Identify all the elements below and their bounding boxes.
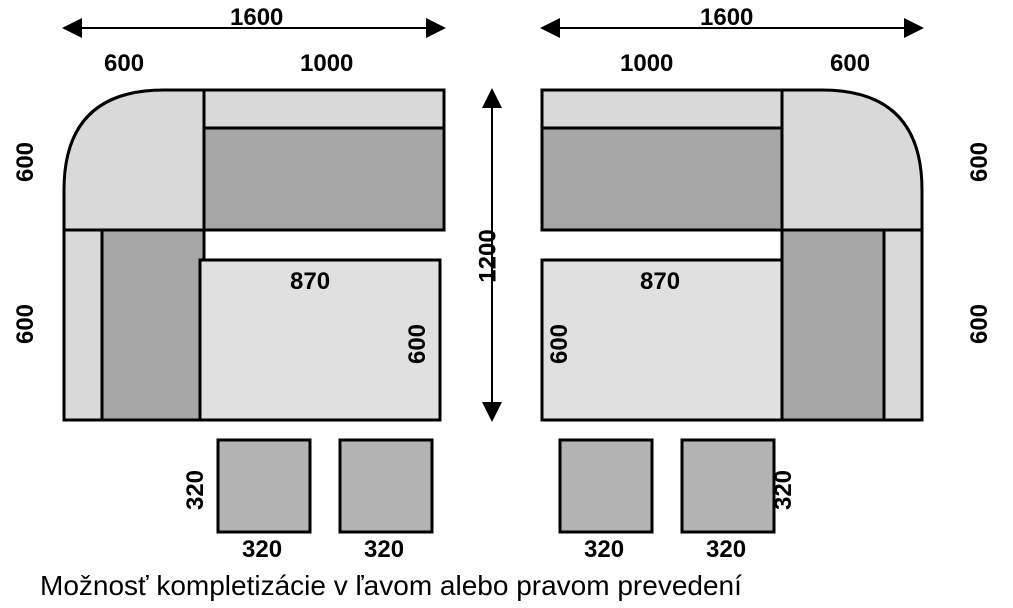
dim-right-table-600: 600 [546,324,574,364]
right-stool-1 [560,440,652,532]
dim-right-1000: 1000 [620,50,673,78]
dim-center-1200: 1200 [475,229,503,282]
dim-left-table-600: 600 [404,324,432,364]
dim-right-table-870: 870 [640,268,680,296]
right-stool-2 [682,440,774,532]
dim-left-600-upper: 600 [12,142,40,182]
dim-left-600-lower: 600 [12,304,40,344]
dim-left-stool-h: 320 [182,470,210,510]
dim-left-stool2-w: 320 [364,536,404,564]
dim-right-stool2-w: 320 [706,536,746,564]
dim-left-1600: 1600 [230,4,283,32]
dim-right-600-upper: 600 [966,142,994,182]
dim-right-stool1-w: 320 [584,536,624,564]
left-stool-1 [218,440,310,532]
dim-right-stool-h: 320 [770,470,798,510]
diagram-canvas: 1600 1600 600 1000 1000 600 600 600 600 … [0,0,1013,608]
dim-left-table-870: 870 [290,268,330,296]
dim-right-1600: 1600 [700,4,753,32]
diagram-svg [0,0,1013,608]
dim-right-600-lower: 600 [966,304,994,344]
left-stool-2 [340,440,432,532]
dim-left-1000: 1000 [300,50,353,78]
dim-left-600-top: 600 [104,50,144,78]
caption-text: Možnosť kompletizácie v ľavom alebo prav… [40,570,742,602]
dim-left-stool1-w: 320 [242,536,282,564]
dim-right-600-top: 600 [830,50,870,78]
